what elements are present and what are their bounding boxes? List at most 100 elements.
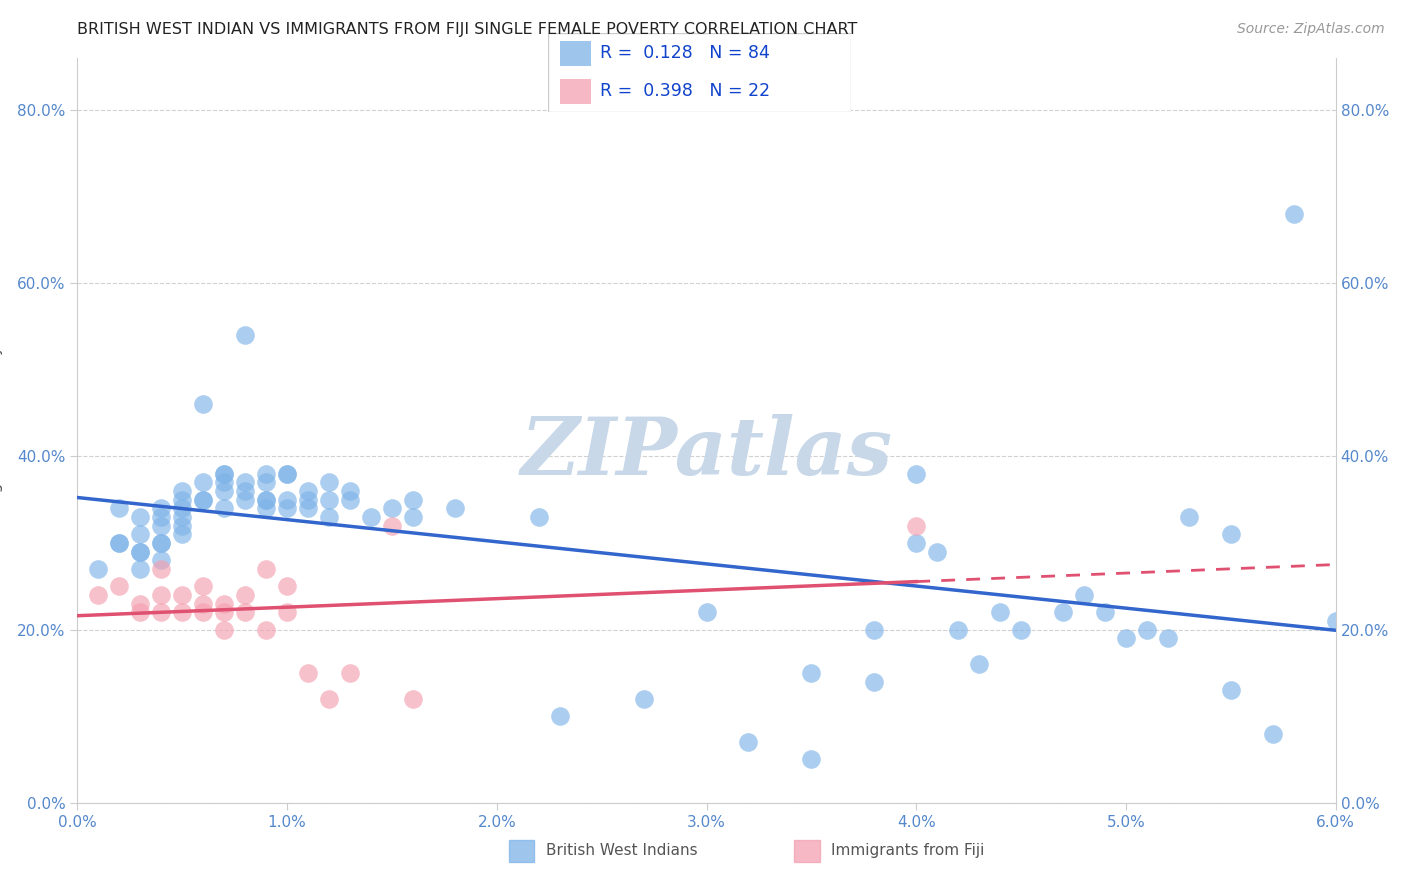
Point (108, 501, 131, 516)
Point (318, 492, 340, 507)
Point (527, 510, 550, 524)
Point (297, 501, 319, 516)
Point (129, 544, 152, 558)
Point (318, 691, 340, 706)
Point (254, 492, 277, 507)
Point (276, 492, 298, 507)
Point (172, 605, 194, 619)
Point (233, 475, 256, 490)
Point (381, 501, 404, 516)
Point (276, 605, 298, 619)
Point (1178, 510, 1201, 524)
Point (172, 483, 194, 498)
Point (339, 492, 361, 507)
Point (212, 475, 235, 490)
FancyBboxPatch shape (548, 33, 851, 112)
Point (339, 665, 361, 680)
Point (1219, 683, 1241, 698)
Point (254, 501, 277, 516)
Point (927, 544, 949, 558)
Point (1052, 605, 1074, 619)
Point (172, 588, 194, 602)
Point (905, 518, 928, 533)
Point (129, 544, 152, 558)
Point (87, 562, 110, 576)
Bar (794, 840, 820, 862)
Point (212, 597, 235, 611)
Point (212, 467, 235, 481)
Text: Source: ZipAtlas.com: Source: ZipAtlas.com (1237, 22, 1385, 37)
Text: ZIPatlas: ZIPatlas (520, 414, 893, 491)
Point (381, 518, 404, 533)
Point (233, 588, 256, 602)
Text: BRITISH WEST INDIAN VS IMMIGRANTS FROM FIJI SINGLE FEMALE POVERTY CORRELATION CH: BRITISH WEST INDIAN VS IMMIGRANTS FROM F… (77, 22, 858, 37)
Point (297, 483, 319, 498)
Point (1094, 605, 1116, 619)
Point (1073, 588, 1095, 602)
Point (297, 665, 319, 680)
Point (548, 709, 571, 723)
Point (108, 536, 131, 550)
Y-axis label: Single Female Poverty: Single Female Poverty (0, 345, 3, 516)
Point (276, 467, 298, 481)
Point (212, 623, 235, 637)
Point (191, 492, 215, 507)
Point (129, 510, 152, 524)
Point (87, 588, 110, 602)
Point (297, 492, 319, 507)
Point (863, 674, 886, 689)
Point (276, 467, 298, 481)
Text: R =  0.398   N = 22: R = 0.398 N = 22 (600, 82, 770, 100)
Point (1261, 726, 1284, 740)
Point (863, 623, 886, 637)
Point (402, 510, 425, 524)
Point (948, 623, 970, 637)
Point (276, 579, 298, 593)
Point (172, 527, 194, 541)
Point (633, 691, 655, 706)
Point (444, 501, 467, 516)
Point (191, 397, 215, 411)
Point (254, 562, 277, 576)
Point (967, 657, 990, 672)
Point (905, 536, 928, 550)
Point (1157, 632, 1180, 646)
Point (233, 492, 256, 507)
Bar (509, 840, 534, 862)
Point (1219, 527, 1241, 541)
Point (233, 605, 256, 619)
Point (191, 605, 215, 619)
Point (1010, 623, 1032, 637)
Point (212, 605, 235, 619)
Point (150, 536, 173, 550)
Point (737, 735, 759, 749)
Point (108, 536, 131, 550)
Point (254, 492, 277, 507)
Point (191, 597, 215, 611)
Text: R =  0.128   N = 84: R = 0.128 N = 84 (600, 45, 769, 62)
Point (276, 501, 298, 516)
Point (150, 536, 173, 550)
Text: British West Indians: British West Indians (546, 844, 697, 858)
Point (212, 483, 235, 498)
Point (191, 475, 215, 490)
Point (696, 605, 718, 619)
Point (1115, 632, 1137, 646)
Point (129, 562, 152, 576)
Point (150, 510, 173, 524)
Point (191, 579, 215, 593)
Point (150, 553, 173, 567)
Point (318, 475, 340, 490)
Point (172, 510, 194, 524)
Point (150, 588, 173, 602)
Point (254, 475, 277, 490)
Point (233, 483, 256, 498)
Point (800, 665, 823, 680)
Point (233, 328, 256, 343)
Point (254, 623, 277, 637)
Point (318, 510, 340, 524)
Point (212, 467, 235, 481)
Point (129, 597, 152, 611)
Point (1136, 623, 1159, 637)
Point (339, 483, 361, 498)
